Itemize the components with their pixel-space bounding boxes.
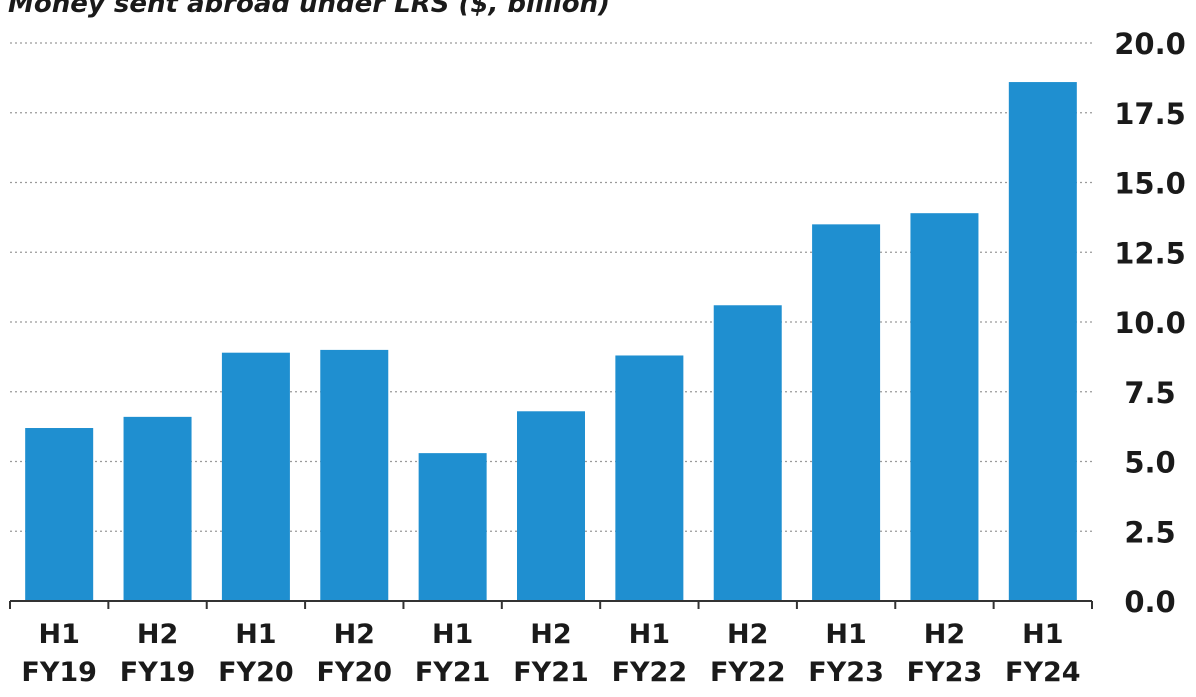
bar [1008, 82, 1077, 601]
y-tick-label: 5.0 [1124, 446, 1175, 480]
x-tick-label-half: H1 [1022, 619, 1063, 650]
x-tick-label-year: FY24 [1005, 657, 1081, 688]
x-axis-ticks: H1 FY19 H2 FY19 H1 FY20 H2 FY20 H1 FY21 H2 FY21 H1 FY… [21, 619, 1080, 688]
y-tick-label: 12.5 [1114, 236, 1186, 270]
x-tick-label-half: H2 [334, 619, 375, 650]
bars [25, 82, 1077, 601]
x-tick-label-half: H2 [924, 619, 965, 650]
x-tick-label-year: FY23 [808, 657, 884, 688]
bar [25, 428, 94, 601]
x-tick-label-half: H2 [727, 619, 768, 650]
bar [910, 213, 979, 601]
x-tick-label: H2 FY19 [120, 619, 196, 688]
y-tick-label: 10.0 [1114, 306, 1186, 340]
y-tick-label: 2.5 [1124, 515, 1175, 549]
bar [517, 411, 585, 601]
x-tick-label-year: FY19 [120, 657, 196, 688]
x-tick-label-half: H1 [825, 619, 866, 650]
x-tick-label: H1 FY24 [1005, 619, 1081, 688]
x-tick-label: H2 FY22 [710, 619, 786, 688]
bar [812, 224, 881, 601]
x-tick-label-half: H2 [530, 619, 571, 650]
x-tick-label: H1 FY22 [612, 619, 688, 688]
x-tick-label: H1 FY20 [218, 619, 294, 688]
y-tick-label: 0.0 [1124, 585, 1175, 619]
x-tick-label-half: H1 [432, 619, 473, 650]
x-tick-label-year: FY23 [907, 657, 983, 688]
x-tick-label-year: FY22 [710, 657, 786, 688]
x-tick-label-year: FY21 [513, 657, 589, 688]
y-tick-label: 17.5 [1114, 97, 1186, 131]
y-axis-ticks: 0.0 2.5 5.0 7.5 10.0 12.5 15.0 17.5 20.0 [1114, 27, 1186, 619]
bar [418, 453, 487, 601]
x-tick-label-half: H1 [235, 619, 276, 650]
bar [221, 352, 290, 601]
y-tick-label: 20.0 [1114, 27, 1186, 61]
bar [713, 305, 782, 601]
x-tick-label-half: H1 [629, 619, 670, 650]
bar [615, 355, 684, 601]
x-axis [9, 600, 1093, 609]
x-tick-label: H1 FY19 [21, 619, 97, 688]
x-tick-label: H2 FY21 [513, 619, 589, 688]
y-tick-label: 7.5 [1124, 376, 1175, 410]
x-tick-label-year: FY21 [415, 657, 491, 688]
x-tick-label-half: H2 [137, 619, 178, 650]
x-tick-label: H2 FY23 [907, 619, 983, 688]
bar [320, 349, 389, 601]
x-tick-label: H1 FY23 [808, 619, 884, 688]
x-tick-label-year: FY20 [218, 657, 294, 688]
chart-title: Money sent abroad under LRS ($, billion) [8, 0, 610, 19]
bar [123, 416, 192, 601]
x-tick-label: H2 FY20 [316, 619, 392, 688]
x-tick-label-year: FY22 [612, 657, 688, 688]
y-tick-label: 15.0 [1114, 167, 1186, 201]
x-tick-label-year: FY20 [316, 657, 392, 688]
x-tick-label: H1 FY21 [415, 619, 491, 688]
x-tick-label-year: FY19 [21, 657, 97, 688]
x-tick-label-half: H1 [38, 619, 79, 650]
